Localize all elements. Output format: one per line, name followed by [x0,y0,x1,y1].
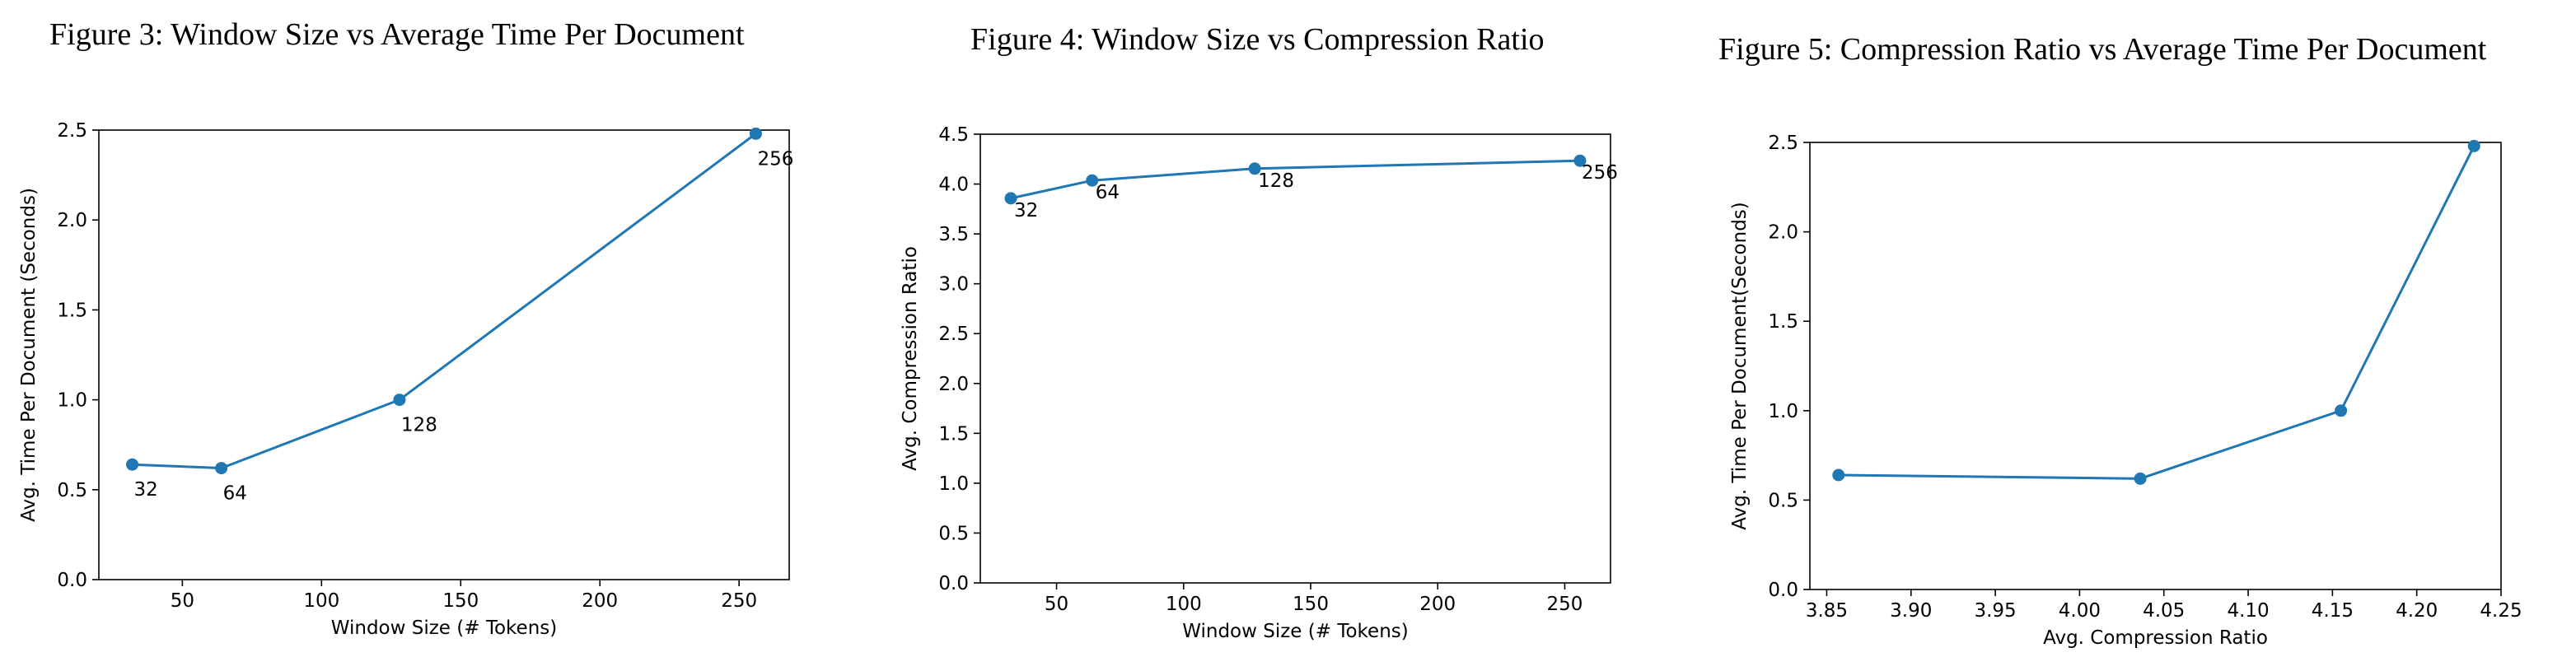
y-tick-label: 1.5 [1768,311,1798,333]
x-tick-label: 4.10 [2227,600,2269,622]
x-tick-label: 50 [171,590,194,612]
x-tick-label: 250 [721,590,757,612]
y-tick-label: 0.5 [57,480,87,501]
x-tick-label: 100 [1166,594,1202,615]
data-point [393,394,406,407]
data-point [1573,154,1587,167]
data-point [1086,174,1099,187]
x-tick-label: 250 [1547,594,1583,615]
series-line [1838,145,2475,480]
figure-5-chart: 3.85 3.90 3.95 4.00 4.05 4.10 4.15 4.20 4.25 0.0 0… [1729,133,2522,649]
figure-5-title: Figure 5: Compression Ratio vs Average T… [1718,32,2487,67]
plot-frame [979,133,1611,584]
figure-4-title: Figure 4: Window Size vs Compression Rat… [970,22,1545,57]
data-point [1832,468,1845,482]
y-tick-label: 2.0 [1768,222,1798,244]
x-tick-label: 3.85 [1806,600,1848,622]
x-tick-label: 4.25 [2480,600,2522,622]
series-line [1010,159,1581,200]
x-axis-label: Avg. Compression Ratio [2043,627,2268,649]
y-tick-label: 2.5 [57,120,87,142]
y-tick-label: 4.0 [938,175,969,196]
x-tick-label: 4.05 [2143,600,2185,622]
y-tick-label: 1.0 [1768,401,1798,422]
plot-frame [1809,142,2502,590]
y-tick-label: 2.0 [938,374,969,395]
point-label: 256 [1582,162,1618,184]
figure-3-title: Figure 3: Window Size vs Average Time Pe… [49,17,745,52]
x-tick-label: 200 [1419,594,1456,615]
x-tick-label: 100 [303,590,339,612]
point-label: 128 [401,415,437,436]
x-tick-label: 150 [1293,594,1329,615]
figure-3-chart: 50 100 150 200 250 0.0 0.5 1.0 1.5 2.0 2.5 Window S… [18,120,793,639]
x-tick-label: 4.15 [2312,600,2354,622]
x-axis-label: Window Size (# Tokens) [331,617,557,639]
y-tick-label: 3.0 [938,274,969,296]
y-tick-label: 1.5 [938,423,969,445]
data-point [2134,472,2147,485]
y-tick-label: 0.0 [938,573,969,594]
point-label: 128 [1258,170,1294,192]
y-axis-label: Avg. Time Per Document(Seconds) [1729,202,1751,530]
point-label: 32 [1014,200,1038,221]
y-tick-label: 1.5 [57,300,87,321]
data-point [1248,162,1261,175]
y-tick-label: 1.0 [938,473,969,495]
y-tick-label: 4.5 [938,124,969,146]
x-tick-label: 50 [1045,594,1068,615]
x-tick-label: 150 [442,590,479,612]
y-tick-label: 2.5 [938,324,969,345]
data-point [215,462,228,475]
point-label: 64 [1096,182,1120,203]
point-label: 64 [223,483,247,505]
x-tick-label: 3.90 [1890,600,1932,622]
figure-4-chart: 50 100 150 200 250 0.0 0.5 1.0 1.5 2.0 2.5 3.0 3.5 4.… [900,124,1618,642]
point-label: 256 [757,148,793,170]
figure-5: Figure 5: Compression Ratio vs Average T… [1713,0,2576,671]
figure-4: Figure 4: Window Size vs Compression Rat… [857,0,1689,671]
y-tick-label: 2.5 [1768,133,1798,154]
y-tick-label: 2.0 [57,210,87,231]
series-line [132,133,757,470]
y-tick-label: 3.5 [938,224,969,245]
data-point [126,458,139,471]
plot-frame [98,129,790,580]
x-tick-label: 4.20 [2396,600,2438,622]
x-tick-label: 4.00 [2059,600,2101,622]
y-axis-label: Avg. Time Per Document (Seconds) [18,188,40,522]
y-tick-label: 1.0 [57,390,87,412]
data-point [2335,404,2348,417]
x-tick-label: 3.95 [1974,600,2016,622]
data-point [749,127,762,140]
x-tick-label: 200 [582,590,618,612]
data-point [2467,139,2480,152]
y-tick-label: 0.5 [938,523,969,544]
y-tick-label: 0.5 [1768,490,1798,511]
figure-3: Figure 3: Window Size vs Average Time Pe… [0,0,832,671]
x-axis-label: Window Size (# Tokens) [1182,621,1408,642]
y-axis-label: Avg. Compression Ratio [900,246,921,471]
point-label: 32 [134,479,158,501]
y-tick-label: 0.0 [1768,580,1798,601]
y-tick-label: 0.0 [57,570,87,591]
data-point [1004,192,1017,205]
